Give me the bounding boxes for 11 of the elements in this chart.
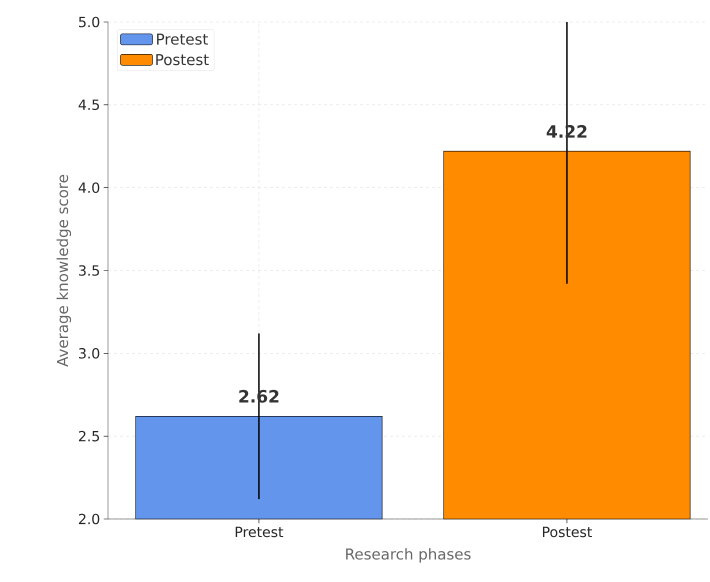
legend-label: Pretest xyxy=(157,34,208,45)
y-tick-label: 5.0 xyxy=(79,16,100,28)
y-axis-title: Average knowledge score xyxy=(56,174,72,367)
y-tick-label: 3.0 xyxy=(79,348,100,359)
y-tick-label: 2.0 xyxy=(78,514,100,524)
legend-label: Postest xyxy=(156,54,209,66)
y-tick-label: 2.5 xyxy=(78,430,99,442)
y-tick-label: 4.5 xyxy=(78,100,99,110)
x-axis-title: Research phases xyxy=(346,548,471,563)
y-tick-label: 3.5 xyxy=(79,265,99,276)
y-tick-label: 4.0 xyxy=(78,182,100,193)
